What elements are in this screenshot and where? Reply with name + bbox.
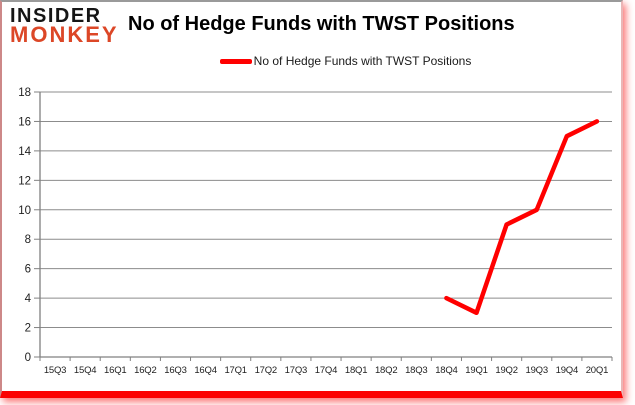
x-tick-label: 18Q4: [435, 365, 457, 376]
x-tick-label: 19Q3: [526, 365, 548, 376]
y-tick-label: 18: [18, 87, 31, 99]
x-tick-label: 17Q2: [255, 365, 277, 376]
x-tick-label: 16Q4: [194, 365, 216, 376]
plot-area: 0 2 4 6 8 10 12 14 16 18 15Q3 15Q4 16Q1 16Q2 16Q3 16Q4 1…: [18, 87, 613, 376]
y-tick-label: 12: [18, 175, 31, 187]
x-tick-label: 15Q4: [74, 365, 96, 376]
series-line: [444, 119, 600, 316]
y-tick-label: 0: [25, 352, 31, 364]
chart-title: No of Hedge Funds with TWST Positions: [128, 13, 515, 35]
legend-label: No of Hedge Funds with TWST Positions: [253, 54, 472, 68]
logo-text-monkey: MONKEY: [10, 22, 119, 48]
x-tick-label: 18Q2: [375, 365, 397, 376]
insider-monkey-logo: INSIDER MONKEY: [10, 5, 128, 48]
x-tick-label: 15Q3: [44, 365, 66, 376]
x-tick-label: 17Q1: [224, 365, 246, 376]
y-tick-label: 16: [18, 116, 31, 128]
x-tick-label: 17Q4: [315, 365, 337, 376]
x-tick-label: 20Q1: [586, 365, 608, 376]
chart-card: INSIDER MONKEY No of Hedge Funds with TW…: [0, 0, 623, 398]
legend: No of Hedge Funds with TWST Positions: [36, 54, 635, 68]
x-tick-label: 17Q3: [285, 365, 307, 376]
y-tick-label: 14: [18, 146, 31, 158]
x-tick-label: 19Q1: [465, 365, 487, 376]
x-tick-label: 18Q3: [405, 365, 427, 376]
x-tick-label: 16Q2: [134, 365, 156, 376]
x-tick-label: 19Q4: [556, 365, 578, 376]
x-tick-label: 19Q2: [495, 365, 517, 376]
x-tick-label: 18Q1: [345, 365, 367, 376]
logo-text-insider: INSIDER: [10, 5, 102, 27]
y-tick-label: 8: [25, 234, 31, 246]
y-tick-label: 4: [25, 293, 32, 305]
legend-line-swatch: [219, 58, 252, 64]
y-tick-label: 2: [25, 323, 31, 335]
x-tick-label: 16Q3: [164, 365, 186, 376]
x-tick-label: 16Q1: [104, 365, 126, 376]
y-tick-label: 10: [18, 205, 31, 217]
y-tick-label: 6: [25, 264, 31, 276]
